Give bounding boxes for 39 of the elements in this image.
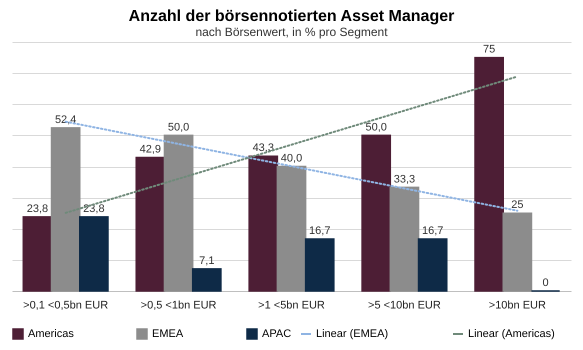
legend-label: Linear (EMEA) (316, 328, 388, 340)
data-label: 50,0 (168, 121, 190, 134)
data-label: 7,1 (199, 254, 214, 267)
bar (192, 268, 222, 292)
data-label: 42,9 (140, 143, 162, 156)
data-label: 40,0 (280, 152, 302, 164)
x-tick-label: >10bn EUR (488, 300, 546, 312)
bar (135, 156, 166, 292)
bar (361, 134, 392, 292)
data-label: 25 (511, 199, 524, 212)
bar (474, 56, 504, 292)
legend-label: APAC (262, 328, 292, 340)
data-label: 33,3 (394, 173, 416, 186)
x-tick-label: >0,5 <1bn EUR (140, 300, 217, 312)
x-tick-label: >0,1 <0,5bn EUR (23, 300, 108, 312)
data-label: 16,7 (309, 225, 330, 238)
data-label: 52,4 (54, 114, 76, 126)
data-label: 23,8 (26, 202, 48, 215)
bar (79, 216, 109, 292)
bar (390, 186, 420, 292)
legend-label: Linear (Americas) (468, 328, 555, 340)
bar (50, 127, 81, 292)
chart-title: Anzahl der börsennotierten Asset Manager (128, 8, 454, 25)
x-tick-label: >1 <5bn EUR (258, 300, 325, 312)
data-label: 16,7 (422, 225, 444, 238)
legend-label: Americas (28, 328, 74, 340)
bar (22, 216, 52, 292)
bar (164, 134, 194, 292)
bar (248, 155, 278, 292)
legend-label: EMEA (152, 328, 184, 340)
chart-subtitle: nach Börsenwert, in % pro Segment (195, 25, 388, 39)
data-label: 75 (483, 44, 496, 56)
bar (276, 166, 306, 292)
x-tick-label: >5 <10bn EUR (368, 300, 441, 312)
data-label: 50,0 (365, 121, 387, 134)
data-label: 0 (542, 277, 549, 289)
bar (418, 238, 448, 292)
bar (304, 238, 335, 292)
bar (502, 212, 532, 292)
